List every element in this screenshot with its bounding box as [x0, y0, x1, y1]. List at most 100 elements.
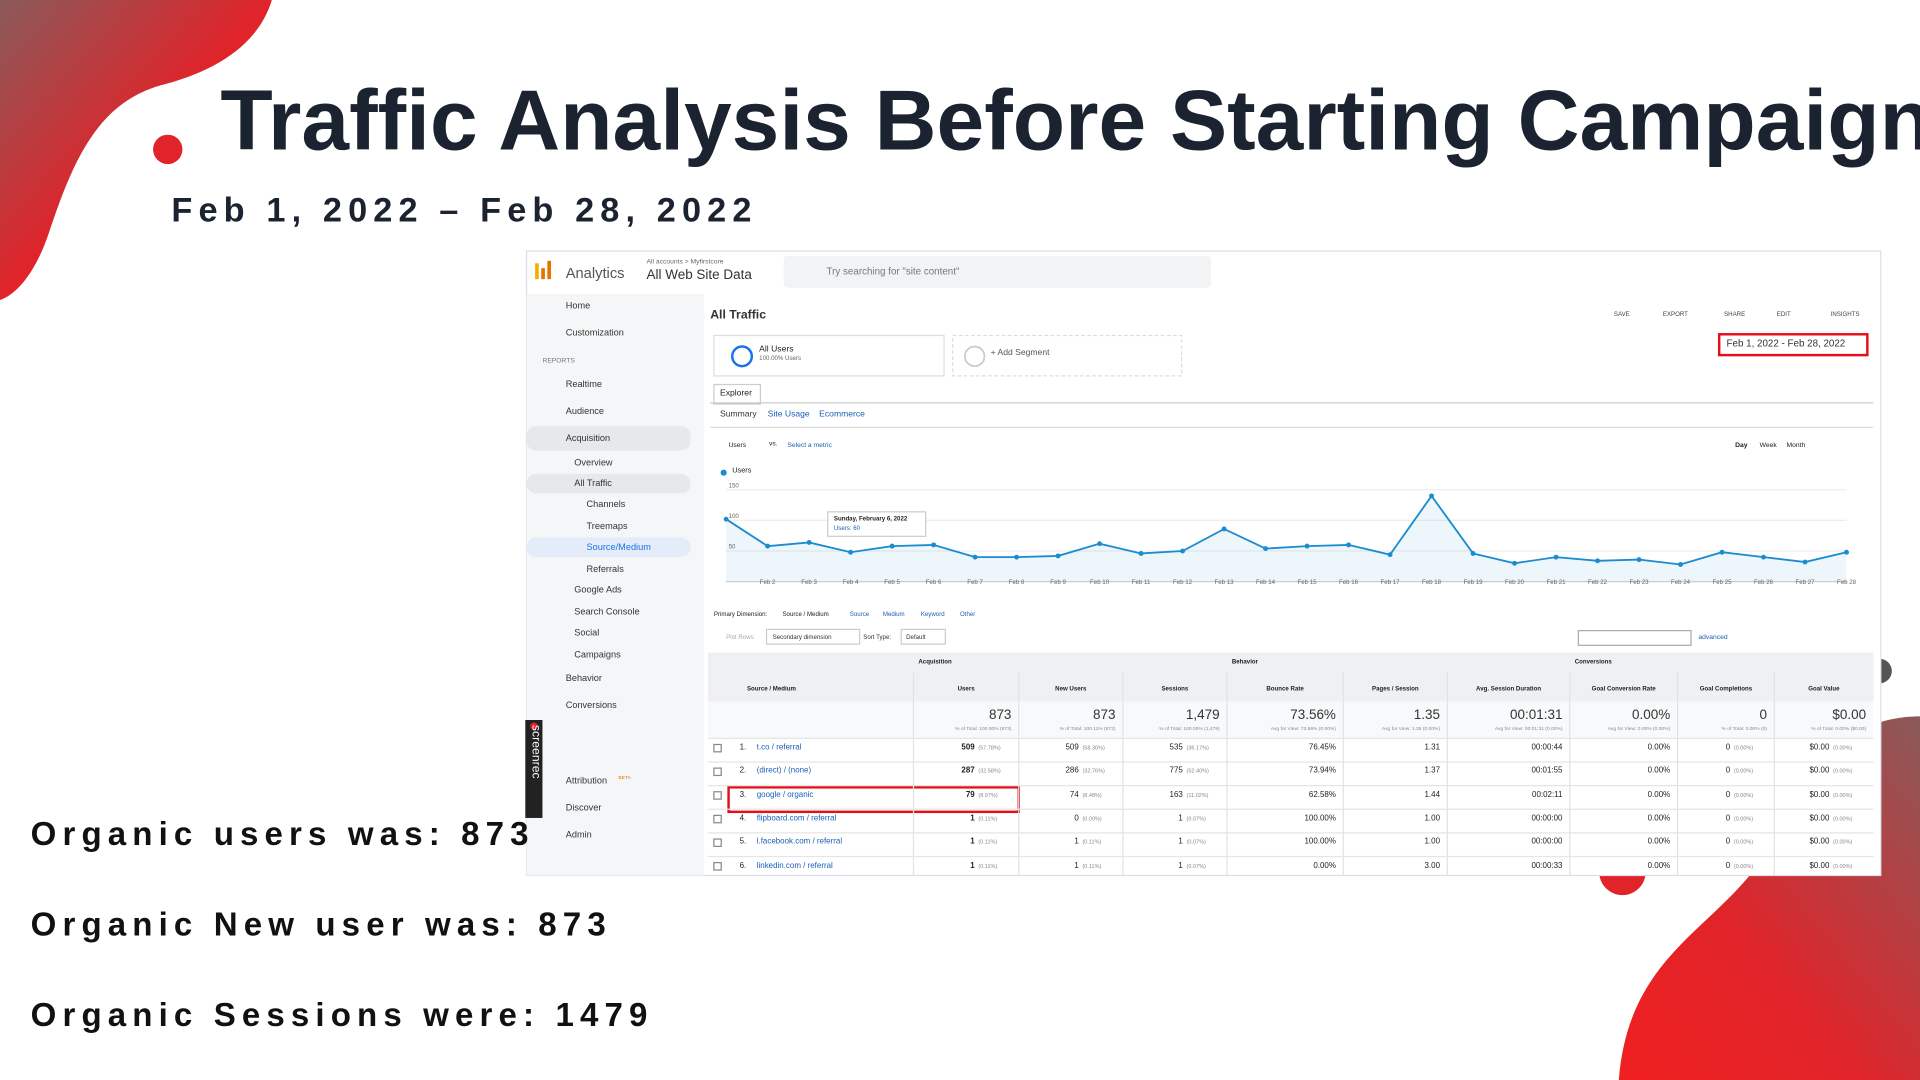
x-tick-label: Feb 7 [967, 579, 983, 587]
toolbar-button: SAVE [1613, 311, 1630, 319]
control: Default [906, 634, 926, 642]
cell-share: (0.07%) [1186, 815, 1206, 822]
cell-share: (0.00%) [1833, 862, 1853, 869]
row-index: 5. [739, 837, 747, 847]
x-tick-label: Feb 3 [801, 579, 817, 587]
point [723, 516, 729, 522]
tooltip-text: Users: 60 [833, 525, 861, 533]
total-sub: % of Total: 0.00% ($0.00) [1811, 724, 1867, 732]
segment-icon [963, 345, 986, 368]
cell-value: $0.00 [1809, 861, 1830, 870]
control: Plot Rows [726, 634, 754, 642]
cell-share: (0.11%) [978, 862, 998, 869]
y-tick-label: 50 [728, 543, 736, 552]
column-header: Avg. Session Duration [1476, 685, 1542, 694]
nav-item: Source/Medium [586, 541, 651, 553]
nav-item: Treemaps [586, 520, 628, 532]
cell-share: (32.58%) [978, 768, 1001, 775]
watermark-dot [530, 722, 538, 730]
cell-share: (0.11%) [1082, 862, 1102, 869]
cell-share: (0.00%) [1833, 744, 1853, 751]
dot [153, 134, 183, 165]
nav-item: Google Ads [574, 584, 622, 596]
row-name: (direct) / (none) [756, 766, 812, 776]
toolbar-button: EDIT [1776, 311, 1791, 319]
point [1180, 548, 1186, 554]
cell-value: $0.00 [1809, 743, 1830, 752]
filter-box [1577, 630, 1692, 646]
point [931, 542, 937, 548]
column-header: Goal Value [1808, 685, 1840, 694]
slide-title: Traffic Analysis Before Starting Campaig… [220, 72, 1920, 168]
nav-item: Conversions [565, 699, 617, 711]
nav-item: Referrals [586, 563, 624, 575]
segment-box [952, 334, 1183, 377]
cell-value: 76.45% [1308, 743, 1336, 752]
nav-item: Home [565, 300, 591, 312]
toolbar-button: SHARE [1724, 311, 1746, 319]
cell-value: 287 [961, 766, 975, 776]
segment-name: All Users [759, 345, 794, 354]
nav-item: Attribution [565, 775, 608, 787]
cell-share: (8.97%) [978, 791, 998, 798]
vs-label: vs. [768, 440, 778, 449]
nav-item: All Traffic [574, 477, 612, 489]
row-name: t.co / referral [756, 743, 802, 752]
cell-value: 00:01:55 [1531, 766, 1563, 776]
x-tick-label: Feb 6 [925, 579, 942, 587]
cell-share: (0.00%) [1833, 768, 1853, 775]
dimension-option: Source / Medium [782, 611, 829, 619]
nav-item: Audience [565, 405, 605, 417]
checkbox [713, 838, 722, 847]
cell-value: 286 [1065, 766, 1079, 776]
note: Organic Sessions were: 1479 [30, 996, 654, 1034]
column-header: Sessions [1161, 685, 1189, 694]
point [1636, 557, 1642, 563]
logo [541, 268, 545, 280]
x-tick-label: Feb 18 [1422, 579, 1442, 587]
row-name: linkedin.com / referral [756, 861, 833, 870]
x-tick-label: Feb 8 [1008, 579, 1025, 587]
cell-value: 3.00 [1424, 861, 1440, 870]
point [1429, 493, 1435, 499]
cell-value: 0 [1725, 861, 1731, 870]
nav-item: Social [574, 626, 600, 638]
cell-share: (0.00%) [1082, 815, 1102, 822]
row-index: 1. [739, 743, 747, 752]
x-tick-label: Feb 27 [1795, 579, 1815, 587]
row-name: flipboard.com / referral [756, 814, 837, 823]
note: Organic New user was: 873 [30, 906, 612, 943]
tab: Explorer [720, 389, 752, 398]
dimension-option: Source [849, 611, 870, 619]
reports-heading: REPORTS [542, 357, 575, 365]
cell-share: (57.78%) [978, 744, 1001, 751]
subtab: Ecommerce [819, 410, 865, 419]
cell-value: 0 [1725, 837, 1731, 847]
dimension-label: Primary Dimension: [713, 611, 768, 619]
cell-value: 1 [1074, 837, 1079, 847]
cell-share: (0.00%) [1733, 839, 1754, 846]
cell-value: 1 [970, 861, 975, 870]
cell-share: (0.00%) [1733, 815, 1754, 822]
slide-date: Feb 1, 2022 – Feb 28, 2022 [171, 191, 758, 229]
total-value: 1.35 [1413, 707, 1440, 723]
cell-value: 1 [1178, 837, 1183, 847]
row-index: 3. [739, 790, 747, 800]
date-range: Feb 1, 2022 - Feb 28, 2022 [1726, 337, 1846, 349]
x-tick-label: Feb 15 [1297, 579, 1317, 587]
cell-value: 0 [1725, 766, 1731, 776]
property: All Web Site Data [646, 268, 752, 283]
y-tick-label: 150 [728, 482, 739, 490]
logo [547, 260, 552, 280]
x-tick-label: Feb 25 [1712, 579, 1732, 587]
subtab: Summary [720, 410, 757, 419]
column-header: Goal Completions [1699, 685, 1753, 694]
table-head-bg [707, 652, 1874, 702]
column-header: Pages / Session [1371, 685, 1419, 694]
cell-value: 163 [1169, 790, 1183, 800]
group-header: Behavior [1231, 658, 1259, 667]
nav-item: Channels [586, 498, 626, 510]
advanced-link: advanced [1698, 634, 1728, 642]
